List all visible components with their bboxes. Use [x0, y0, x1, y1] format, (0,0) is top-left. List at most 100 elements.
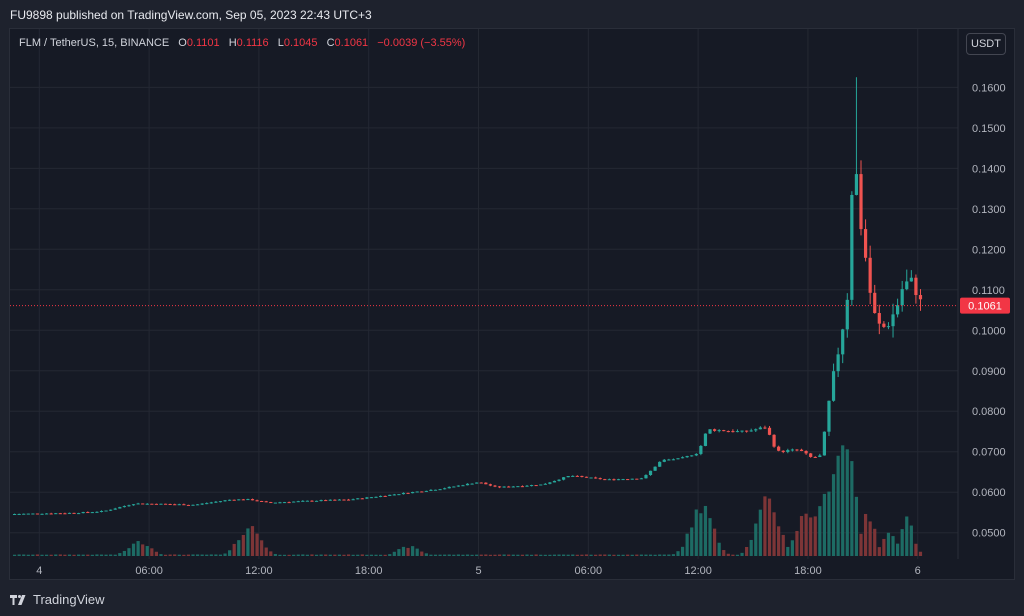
candle-body [900, 289, 904, 306]
volume-bar [653, 554, 657, 556]
candle-body [328, 499, 332, 501]
grid-layer [10, 29, 958, 559]
volume-bar [877, 547, 881, 556]
candle-body [612, 479, 616, 481]
volume-bar [818, 506, 822, 556]
volume-bar [777, 526, 781, 556]
volume-bar [314, 554, 319, 556]
candle-body [630, 478, 634, 480]
volume-bar [552, 554, 557, 556]
x-tick-label: 6 [915, 565, 921, 577]
volume-bar [790, 540, 794, 556]
volume-bar [424, 553, 428, 556]
volume-bar [77, 554, 81, 556]
candle-body [296, 501, 300, 503]
volume-bar [356, 554, 360, 556]
candle-body [836, 354, 840, 372]
volume-bar [264, 547, 268, 556]
candle-body [708, 429, 712, 434]
candle-body [896, 305, 900, 315]
candle-body [22, 513, 26, 515]
volume-bar [95, 554, 99, 556]
chart-area[interactable]: 0.1061 0.1600 0.1500 0.1400 0.1300 0.1200 0.1… [9, 28, 1015, 580]
volume-bar [699, 513, 703, 556]
axis-layer: 0.1600 0.1500 0.1400 0.1300 0.1200 0.1100 0.10… [36, 29, 1006, 577]
candle-body [763, 427, 767, 429]
candle-body [365, 497, 369, 499]
candle-body [186, 504, 191, 506]
volume-bar [168, 554, 172, 556]
high-value: 0.1116 [236, 37, 269, 49]
candle-body [886, 326, 891, 328]
volume-bar [703, 505, 708, 556]
candle-layer [12, 77, 923, 516]
candle-body [772, 434, 776, 447]
volume-bar [648, 554, 653, 556]
volume-bar [22, 554, 26, 556]
currency-button[interactable]: USDT [966, 33, 1006, 55]
candle-body [360, 498, 364, 500]
candle-body [566, 476, 570, 478]
candle-body [424, 490, 428, 492]
candle-body [507, 486, 511, 488]
volume-bar [722, 550, 726, 556]
volume-bar [324, 554, 328, 556]
candle-body [433, 489, 438, 491]
volume-bar [163, 554, 168, 556]
volume-bar [822, 493, 827, 556]
volume-bar [781, 534, 785, 556]
candle-body [401, 492, 406, 495]
candle-body [520, 486, 525, 488]
candle-body [822, 431, 827, 456]
volume-bar [374, 554, 378, 556]
volume-bar [319, 554, 323, 556]
candle-body [818, 455, 822, 458]
volume-bar [333, 554, 337, 556]
volume-bar [310, 554, 314, 556]
volume-bar [502, 554, 506, 556]
volume-bar [475, 554, 479, 556]
candle-body [278, 502, 282, 504]
candle-body [571, 475, 575, 477]
candle-body [667, 459, 671, 461]
volume-bar [296, 554, 300, 556]
price-chart[interactable]: 0.1061 0.16000.15000.14000.13000.12000.1… [10, 29, 1015, 580]
candle-body [127, 505, 131, 507]
candle-body [644, 475, 648, 479]
y-tick-label: 0.1300 [972, 204, 1006, 216]
volume-bar [507, 554, 511, 556]
brand-label: TradingView [33, 592, 105, 607]
volume-bar [241, 534, 245, 556]
volume-bar [658, 554, 662, 556]
volume-bar [772, 512, 776, 556]
volume-bar [525, 554, 529, 556]
candle-body [813, 456, 817, 458]
candle-body [699, 445, 703, 454]
candle-body [873, 292, 877, 314]
x-tick-label: 5 [475, 565, 481, 577]
volume-bar [630, 554, 634, 556]
volume-bar [131, 543, 136, 556]
candle-body [443, 488, 447, 490]
candle-body [324, 500, 328, 502]
volume-bar [694, 509, 698, 556]
candle-body [685, 456, 689, 458]
candle-body [488, 484, 493, 486]
tradingview-brand[interactable]: TradingView [10, 592, 105, 607]
last-price-layer: 0.1061 [10, 297, 1010, 314]
candle-body [754, 429, 758, 431]
volume-bar [49, 554, 53, 556]
volume-bar [177, 554, 181, 556]
candle-body [40, 513, 44, 515]
candle-body [594, 477, 598, 479]
volume-bar [136, 541, 140, 556]
candle-body [383, 495, 387, 497]
candle-body [854, 174, 859, 195]
x-tick-label: 4 [36, 565, 42, 577]
candle-body [621, 479, 625, 481]
x-tick-label: 12:00 [245, 565, 273, 577]
candle-body [177, 504, 181, 506]
volume-bar [914, 543, 918, 556]
symbol-legend: FLM / TetherUS, 15, BINANCE O0.1101 H0.1… [19, 37, 465, 49]
candle-body [484, 482, 488, 485]
